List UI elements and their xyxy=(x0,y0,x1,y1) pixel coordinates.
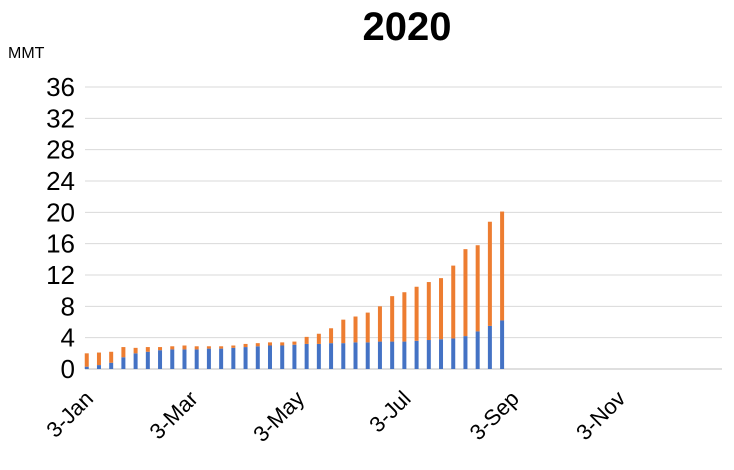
y-tick-label-36: 36 xyxy=(46,72,75,102)
bar-series2-2020-01-02 xyxy=(84,353,89,367)
bar-series2-2020-07-23 xyxy=(439,278,444,340)
bar-series2-2020-03-05 xyxy=(194,346,199,350)
bar-series1-2020-05-07 xyxy=(304,343,309,369)
bar-series1-2020-01-09 xyxy=(96,365,101,369)
bar-series1-2020-03-05 xyxy=(194,349,199,369)
bar-series1-2020-01-23 xyxy=(121,357,126,369)
y-tick-label-4: 4 xyxy=(61,323,75,353)
bar-series2-2020-01-09 xyxy=(96,352,101,366)
bar-series1-2020-07-23 xyxy=(439,339,444,369)
bar-series1-2020-05-28 xyxy=(341,343,346,369)
bar-series2-2020-04-02 xyxy=(243,343,248,348)
bar-series2-2020-03-19 xyxy=(219,346,224,349)
bar-series2-2020-04-09 xyxy=(255,343,260,347)
bar-series1-2020-04-16 xyxy=(267,345,272,369)
bar-series1-2020-04-23 xyxy=(280,345,285,369)
bar-series1-2020-07-30 xyxy=(451,338,456,369)
bar-series1-2020-07-02 xyxy=(402,341,407,369)
y-tick-label-24: 24 xyxy=(46,166,75,196)
bar-series2-2020-07-16 xyxy=(426,282,431,341)
bar-series1-2020-08-13 xyxy=(475,331,480,369)
bar-series1-2020-02-20 xyxy=(170,349,175,369)
bar-series1-2020-04-02 xyxy=(243,347,248,369)
bar-series2-2020-06-04 xyxy=(353,316,358,343)
bar-series2-2020-02-06 xyxy=(145,347,150,352)
y-tick-label-32: 32 xyxy=(46,103,75,133)
y-tick-label-16: 16 xyxy=(46,229,75,259)
bar-series2-2020-02-27 xyxy=(182,345,187,350)
x-tick-label-3-Nov: 3-Nov xyxy=(571,386,630,445)
bar-series2-2020-07-02 xyxy=(402,292,407,342)
bar-series1-2020-05-21 xyxy=(329,343,334,369)
bar-series1-2020-06-25 xyxy=(390,341,395,369)
bar-series2-2020-01-23 xyxy=(121,347,126,358)
bar-series1-2020-03-12 xyxy=(206,348,211,369)
bar-series2-2020-05-28 xyxy=(341,319,346,344)
bar-series2-2020-01-16 xyxy=(109,351,114,363)
y-tick-label-0: 0 xyxy=(61,354,75,384)
bar-series1-2020-07-16 xyxy=(426,340,431,369)
bar-series1-2020-08-06 xyxy=(463,336,468,369)
bar-series1-2020-03-26 xyxy=(231,347,236,369)
bar-series2-2020-05-07 xyxy=(304,336,309,344)
x-tick-label-3-Sep: 3-Sep xyxy=(465,386,524,445)
grid-layer xyxy=(85,86,722,370)
bar-series1-2020-02-27 xyxy=(182,349,187,369)
bar-series1-2020-07-09 xyxy=(414,340,419,369)
bar-series2-2020-05-21 xyxy=(329,328,334,344)
bar-series1-2020-06-18 xyxy=(377,341,382,369)
bar-series1-2020-06-11 xyxy=(365,342,370,369)
chart-title: 2020 xyxy=(363,5,452,49)
y-tick-label-12: 12 xyxy=(46,260,75,290)
bar-series1-2020-08-27 xyxy=(500,320,505,369)
bar-series1-2020-01-30 xyxy=(133,353,138,369)
bar-series1-2020-08-20 xyxy=(487,325,492,369)
bar-series2-2020-04-30 xyxy=(292,341,297,345)
bar-series1-2020-06-04 xyxy=(353,342,358,369)
bar-series2-2020-04-23 xyxy=(280,342,285,346)
bar-series2-2020-08-20 xyxy=(487,221,492,326)
bar-layer xyxy=(84,211,505,369)
y-axis-unit-label: MMT xyxy=(8,45,45,62)
bar-series1-2020-03-19 xyxy=(219,348,224,369)
bar-series2-2020-08-27 xyxy=(500,211,505,321)
bar-series2-2020-05-14 xyxy=(316,333,321,344)
x-tick-label-3-Jan: 3-Jan xyxy=(41,386,98,443)
bar-series1-2020-01-16 xyxy=(109,362,114,369)
bar-series1-2020-01-02 xyxy=(84,366,89,369)
bar-series1-2020-02-13 xyxy=(158,350,163,369)
y-tick-label-20: 20 xyxy=(46,197,75,227)
bar-series1-2020-05-14 xyxy=(316,343,321,369)
y-tick-label-8: 8 xyxy=(61,291,75,321)
bar-series1-2020-02-06 xyxy=(145,351,150,369)
bar-series2-2020-07-30 xyxy=(451,265,456,339)
bar-series2-2020-03-26 xyxy=(231,345,236,348)
bar-series2-2020-06-25 xyxy=(390,296,395,342)
x-tick-label-3-May: 3-May xyxy=(248,386,309,447)
bar-series2-2020-06-11 xyxy=(365,312,370,343)
bar-series2-2020-08-06 xyxy=(463,249,468,337)
bar-series2-2020-06-18 xyxy=(377,306,382,342)
bar-series2-2020-07-09 xyxy=(414,286,419,341)
bar-series2-2020-03-12 xyxy=(206,346,211,349)
y-tick-label-28: 28 xyxy=(46,135,75,165)
bar-series2-2020-04-16 xyxy=(267,342,272,346)
bar-series1-2020-04-30 xyxy=(292,344,297,369)
x-tick-labels: 3-Jan 3-Mar 3-May 3-Jul 3-Sep 3-Nov xyxy=(41,386,630,447)
bar-series1-2020-04-09 xyxy=(255,346,260,369)
bar-series2-2020-01-30 xyxy=(133,347,138,354)
x-tick-label-3-Jul: 3-Jul xyxy=(364,386,415,437)
bar-series2-2020-08-13 xyxy=(475,245,480,332)
bar-series2-2020-02-13 xyxy=(158,347,163,351)
x-tick-label-3-Mar: 3-Mar xyxy=(144,386,202,444)
bar-series2-2020-02-20 xyxy=(170,346,175,350)
